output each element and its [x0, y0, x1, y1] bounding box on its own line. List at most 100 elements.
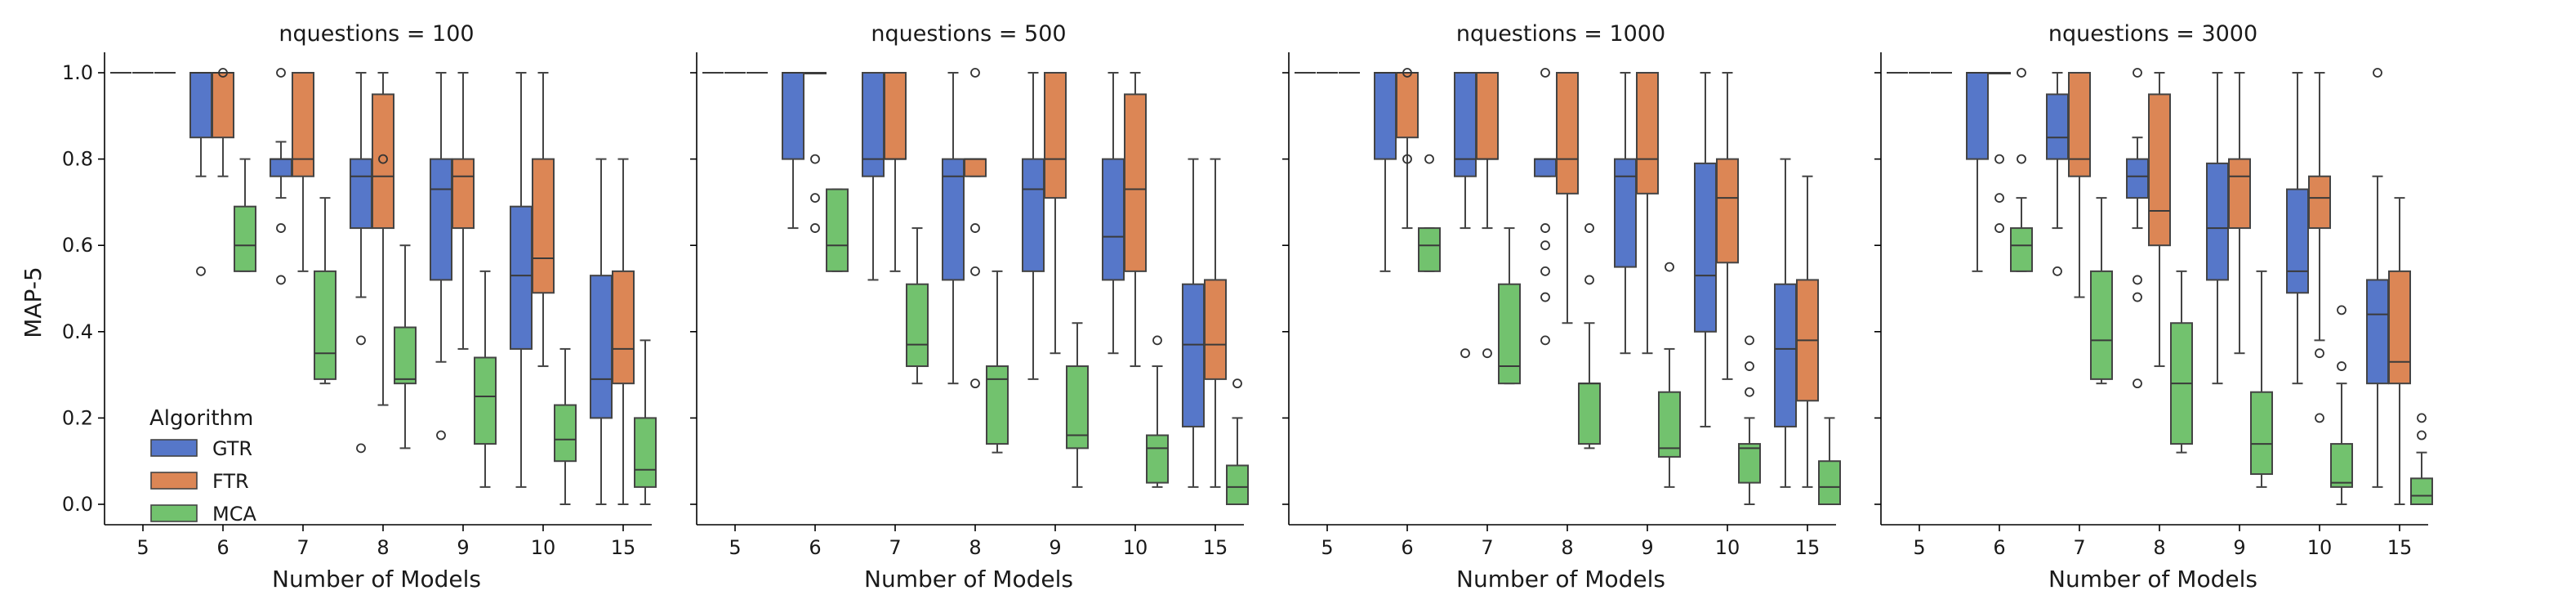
box-mca-9	[2250, 270, 2273, 488]
box-body	[1476, 72, 1499, 160]
x-tick-label: 5	[729, 536, 741, 559]
box-body	[1614, 158, 1637, 268]
outlier-point	[1540, 68, 1550, 78]
box-body	[1636, 72, 1659, 195]
box-ftr-15	[2388, 197, 2411, 505]
box-body	[1102, 158, 1125, 281]
box-body	[2206, 162, 2229, 281]
outlier-point	[218, 68, 228, 78]
box-body	[2148, 93, 2171, 247]
x-axis-label: Number of Models	[1456, 566, 1665, 593]
outlier-point	[2052, 266, 2062, 276]
outlier-point	[2315, 348, 2324, 359]
x-tick-label: 10	[531, 536, 556, 559]
outlier-point	[2337, 361, 2346, 371]
box-mca-7	[314, 197, 336, 385]
box-body	[189, 72, 212, 139]
box-mca-10	[2330, 305, 2353, 505]
outlier-point	[1584, 275, 1594, 285]
box-gtr-10	[1102, 72, 1125, 355]
box-mca-10	[1738, 335, 1761, 505]
outlier-point	[196, 266, 206, 276]
legend-swatch-gtr	[150, 439, 198, 457]
x-tick-label: 15	[611, 536, 636, 559]
x-tick-label: 7	[2073, 536, 2085, 559]
box-body	[350, 158, 372, 230]
box-mca-10	[1146, 335, 1169, 488]
box-ftr-8	[964, 68, 987, 389]
box-mca-15	[634, 339, 657, 505]
box-ftr-9	[1636, 72, 1659, 355]
outlier-point	[1232, 378, 1242, 389]
box-body	[554, 404, 577, 463]
box-body	[1498, 283, 1521, 385]
box-mca-7	[1498, 227, 1521, 385]
box-mca-8	[2170, 270, 2193, 454]
outlier-point	[810, 154, 820, 164]
x-tick-label: 15	[1795, 536, 1821, 559]
x-tick-label: 10	[1715, 536, 1740, 559]
box-body	[2126, 158, 2149, 199]
box-mca-9	[1066, 322, 1089, 488]
box-mca-8	[394, 244, 417, 450]
box-body	[942, 158, 965, 281]
outlier-point	[970, 68, 980, 78]
box-body	[2308, 175, 2331, 230]
outlier-point	[356, 335, 366, 346]
box-mca-6	[826, 188, 849, 272]
box-body	[782, 72, 804, 160]
box-body	[1774, 283, 1797, 427]
box-ftr-7	[1476, 72, 1499, 359]
box-gtr-6	[189, 72, 212, 276]
outlier-point	[276, 68, 286, 78]
outlier-point	[1540, 223, 1550, 233]
legend-label-gtr: GTR	[212, 437, 252, 460]
x-tick-label: 7	[889, 536, 901, 559]
box-gtr-6	[1966, 72, 1989, 272]
box-ftr-15	[1204, 158, 1227, 488]
outlier-point	[1665, 262, 1674, 272]
box-gtr-15	[2366, 68, 2389, 488]
box-mca-7	[906, 227, 929, 385]
box-body	[634, 417, 657, 488]
box-body	[2068, 72, 2091, 177]
x-tick-label: 9	[1049, 536, 1061, 559]
box-body	[1578, 383, 1601, 445]
box-gtr-15	[1774, 158, 1797, 488]
box-body	[394, 326, 417, 385]
y-tick-label: 1.0	[62, 61, 93, 84]
legend: Algorithm GTR FTR MCA	[149, 406, 256, 526]
box-ftr-10	[1124, 72, 1147, 368]
panel-nquestions-1000: nquestions = 1000 Number of Models 5 6 7 8 9…	[1282, 21, 1841, 593]
box-gtr-10	[510, 72, 533, 488]
box-body	[1124, 93, 1147, 272]
x-tick-label: 7	[296, 536, 309, 559]
box-body	[2228, 158, 2251, 230]
box-ftr-6	[212, 68, 234, 177]
box-mca-9	[1658, 262, 1681, 488]
outlier-point	[970, 266, 980, 276]
outlier-point	[1745, 335, 1754, 346]
outlier-point	[1584, 223, 1594, 233]
outlier-point	[1745, 361, 1754, 371]
y-tick-label: 0.8	[62, 148, 93, 171]
outlier-point	[2017, 68, 2026, 78]
outlier-point	[1994, 223, 2004, 233]
box-body	[2090, 270, 2113, 380]
outlier-point	[1994, 193, 2004, 204]
box-ftr-10	[2308, 72, 2331, 423]
box-mca-15	[1226, 378, 1249, 505]
outlier-point	[1152, 335, 1162, 346]
y-tick-label: 0.0	[62, 493, 93, 516]
x-tick-label: 7	[1481, 536, 1493, 559]
outlier-point	[2133, 68, 2142, 78]
box-mca-10	[554, 347, 577, 505]
box-mca-15	[2410, 413, 2433, 506]
outlier-point	[970, 378, 980, 389]
y-axis-label: MAP-5	[20, 266, 47, 338]
x-tick-label: 15	[2387, 536, 2413, 559]
box-body	[1396, 72, 1419, 139]
box-ftr-6	[804, 72, 827, 233]
box-gtr-9	[430, 72, 452, 441]
legend-label-ftr: FTR	[212, 470, 249, 493]
